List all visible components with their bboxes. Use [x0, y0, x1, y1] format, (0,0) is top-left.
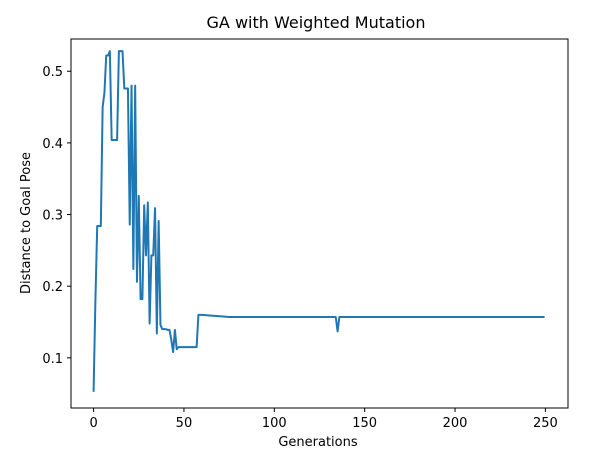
x-tick-label: 50 [176, 416, 193, 431]
x-tick-label: 200 [443, 416, 468, 431]
y-tick-label: 0.4 [42, 137, 63, 152]
y-tick-label: 0.3 [42, 209, 63, 224]
y-axis-label: Distance to Goal Pose [19, 152, 34, 294]
x-tick-label: 150 [352, 416, 377, 431]
y-tick-label: 0.1 [42, 352, 63, 367]
y-axis-ticks: 0.1 0.2 0.3 0.4 0.5 [42, 65, 71, 367]
x-axis-label: Generations [278, 435, 358, 450]
plot-area-frame [70, 38, 569, 409]
x-tick-label: 250 [533, 416, 558, 431]
series-line [92, 50, 545, 392]
chart-title: GA with Weighted Mutation [207, 13, 426, 32]
y-tick-label: 0.5 [42, 65, 63, 80]
x-tick-label: 100 [262, 416, 287, 431]
x-axis-ticks: 0 50 100 150 200 250 [89, 408, 558, 431]
x-tick-label: 0 [89, 416, 97, 431]
y-tick-label: 0.2 [42, 280, 63, 295]
